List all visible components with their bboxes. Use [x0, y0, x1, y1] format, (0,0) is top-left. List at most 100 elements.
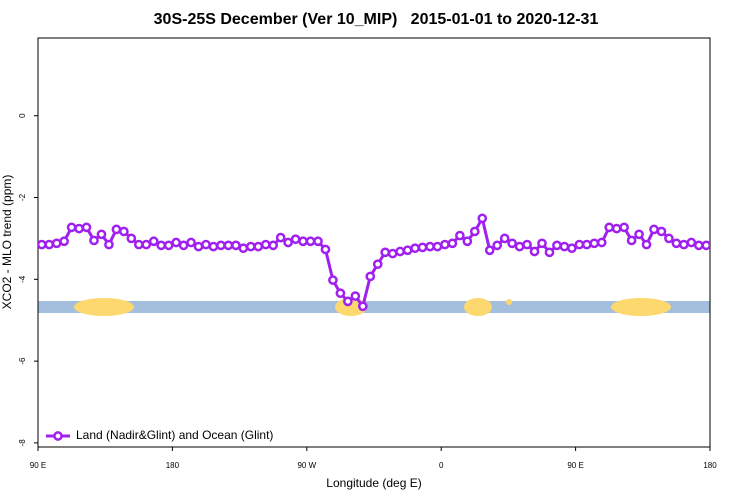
- data-point: [649, 224, 659, 235]
- data-point: [89, 235, 99, 246]
- data-point: [275, 232, 286, 243]
- data-point: [81, 222, 92, 233]
- data-point: [477, 213, 488, 224]
- data-point: [619, 222, 629, 233]
- data-point: [104, 239, 114, 250]
- data-point: [163, 240, 174, 251]
- data-point: [589, 238, 600, 249]
- data-point: [148, 236, 159, 247]
- data-point: [126, 233, 137, 244]
- legend-label: Land (Nadir&Glint) and Ocean (Glint): [76, 428, 273, 442]
- land-patch: [506, 299, 512, 305]
- data-point: [193, 241, 204, 252]
- data-point: [664, 233, 674, 244]
- y-tick-label: -8: [18, 439, 27, 447]
- data-point: [328, 275, 338, 285]
- data-point: [335, 288, 346, 299]
- data-point: [313, 236, 323, 247]
- data-point: [544, 247, 555, 258]
- data-point: [656, 226, 667, 237]
- x-tick-label: 90 E: [567, 461, 583, 470]
- data-point: [425, 241, 435, 252]
- x-tick-label: 90 E: [30, 461, 46, 470]
- y-tick-label: -2: [18, 193, 27, 201]
- data-point: [574, 239, 585, 250]
- data-point: [238, 243, 249, 254]
- data-point: [701, 240, 710, 251]
- data-point: [260, 239, 271, 250]
- data-point: [201, 239, 211, 250]
- data-point: [529, 246, 540, 257]
- data-point: [66, 222, 77, 233]
- data-point: [507, 238, 517, 249]
- data-point: [522, 239, 532, 250]
- data-point: [537, 238, 547, 249]
- data-point: [365, 271, 376, 282]
- data-point: [298, 236, 308, 247]
- data-point: [74, 223, 84, 234]
- data-point: [51, 238, 62, 249]
- data-point: [59, 236, 69, 247]
- land-patch: [464, 298, 492, 316]
- data-point: [440, 239, 450, 250]
- data-point: [395, 246, 405, 257]
- data-point: [604, 222, 615, 233]
- data-point: [387, 248, 398, 259]
- data-point: [44, 239, 55, 250]
- data-point: [253, 241, 264, 252]
- data-point: [245, 241, 256, 252]
- data-point: [38, 239, 47, 250]
- data-point: [208, 241, 219, 252]
- data-point: [305, 236, 316, 247]
- data-point: [357, 301, 368, 312]
- data-point: [372, 259, 383, 270]
- data-point: [462, 236, 473, 247]
- x-tick-label: 0: [439, 461, 444, 470]
- data-point: [492, 240, 503, 251]
- data-point: [350, 291, 361, 301]
- data-point: [111, 224, 122, 235]
- data-point: [119, 226, 129, 237]
- data-point: [343, 296, 353, 307]
- legend-marker: [53, 431, 63, 441]
- data-point: [686, 237, 697, 248]
- y-tick-label: -6: [18, 357, 27, 365]
- x-tick-label: 180: [166, 461, 180, 470]
- data-point: [231, 240, 241, 251]
- data-point: [268, 240, 279, 251]
- y-tick-label: 0: [18, 113, 27, 118]
- data-point: [641, 239, 652, 250]
- y-tick-label: -4: [18, 275, 27, 283]
- land-patch: [74, 298, 134, 316]
- data-point: [634, 229, 644, 240]
- ocean-band: [38, 301, 710, 313]
- data-point: [133, 239, 144, 250]
- data-point: [96, 229, 107, 240]
- chart-title: 30S-25S December (Ver 10_MIP) 2015-01-01…: [154, 11, 599, 28]
- data-point: [380, 247, 391, 258]
- data-point: [156, 240, 167, 251]
- data-point: [216, 240, 226, 251]
- data-point: [417, 242, 428, 253]
- data-point: [626, 235, 637, 246]
- data-point: [141, 239, 152, 250]
- data-point: [186, 237, 196, 248]
- surface-band: [38, 298, 710, 316]
- data-point: [320, 244, 331, 255]
- data-point: [693, 240, 704, 251]
- data-point: [671, 238, 682, 249]
- plot-area: [38, 213, 710, 312]
- data-point: [514, 241, 525, 252]
- data-point: [581, 239, 592, 250]
- data-point: [559, 241, 570, 252]
- data-point: [552, 240, 562, 251]
- data-point: [290, 234, 301, 245]
- land-patch: [611, 298, 671, 316]
- data-point: [171, 237, 181, 248]
- data-point: [469, 226, 480, 237]
- data-point: [178, 240, 189, 251]
- x-tick-label: 180: [703, 461, 717, 470]
- y-axis-label: XCO2 - MLO trend (ppm): [0, 175, 14, 310]
- data-point: [410, 243, 420, 254]
